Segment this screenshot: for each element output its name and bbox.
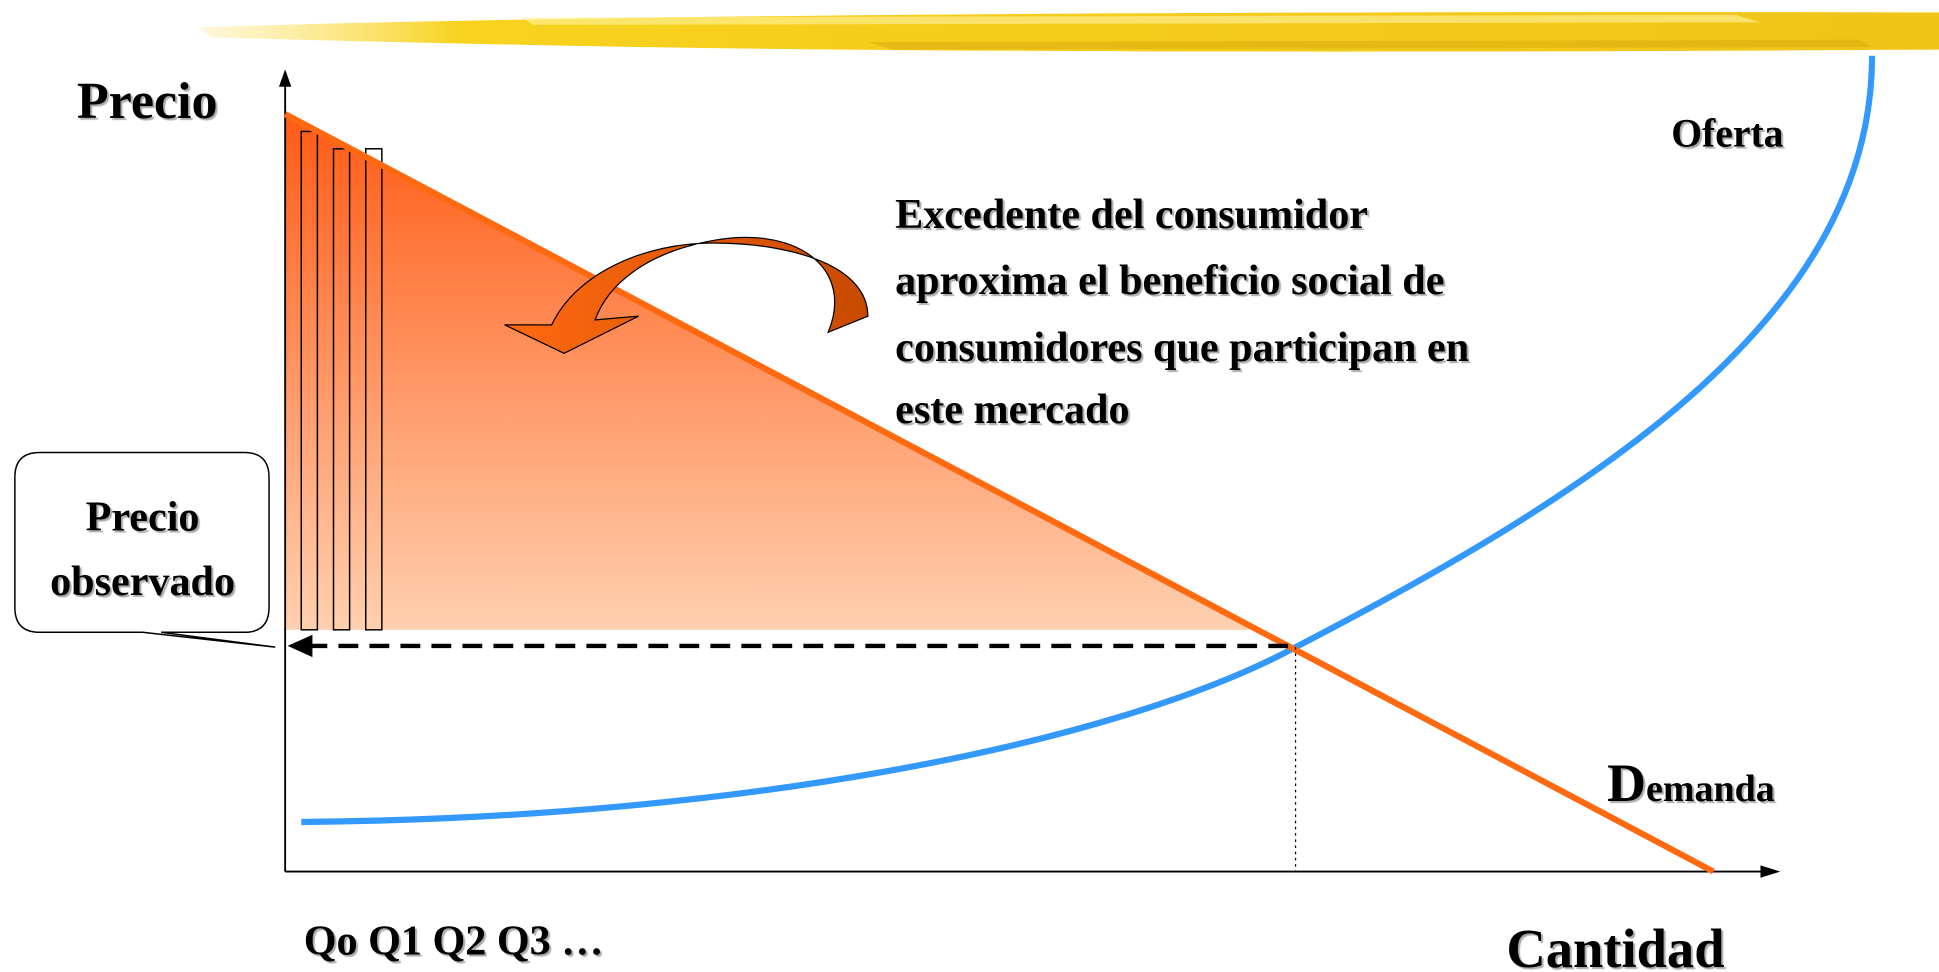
y-axis-arrow (278, 69, 292, 87)
price-arrow (287, 634, 313, 658)
callout-box (14, 451, 276, 648)
annotation-line: Excedente del consumidor (895, 191, 1368, 238)
x-tick-labels: Qo Q1 Q2 Q3 … (304, 918, 604, 965)
x-axis-arrow (1760, 865, 1781, 878)
axes (284, 79, 1768, 873)
brush-stroke (198, 12, 1939, 52)
annotation-line: consumidores que participan en (895, 324, 1469, 371)
curved-arrow (504, 236, 869, 355)
quantity-bars (300, 130, 383, 631)
annotation-line: este mercado (895, 386, 1129, 433)
supply-label: Oferta (1671, 111, 1783, 155)
x-axis-label: Cantidad (1506, 918, 1724, 972)
callout-text: Precio (86, 494, 200, 541)
demand-curve (283, 111, 1715, 875)
annotation-line: aproxima el beneficio social de (895, 257, 1444, 304)
demand-label: Demanda (1607, 753, 1775, 813)
y-axis-label: Precio (77, 73, 218, 130)
callout-text: observado (50, 558, 235, 605)
